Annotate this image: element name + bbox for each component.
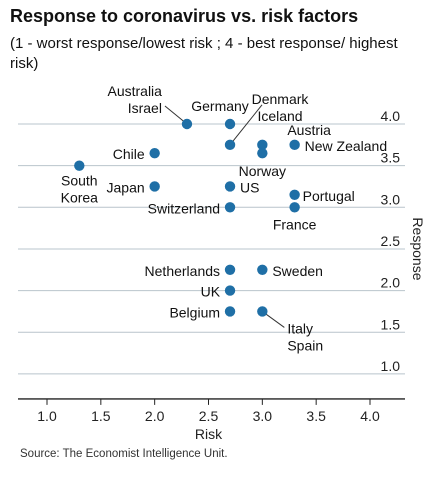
source-note: Source: The Economist Intelligence Unit. bbox=[20, 448, 228, 460]
point-label: Germany bbox=[191, 98, 249, 114]
point-label: Belgium bbox=[169, 304, 220, 320]
point-label-line: South bbox=[61, 173, 98, 189]
data-point bbox=[224, 264, 236, 275]
data-points bbox=[74, 118, 300, 317]
y-axis-title: Response bbox=[410, 217, 426, 280]
point-label: Sweden bbox=[272, 263, 323, 279]
data-point bbox=[257, 264, 268, 275]
point-label: US bbox=[240, 179, 259, 195]
point-label: Denmark Iceland bbox=[252, 91, 310, 124]
x-tick-label: 3.5 bbox=[306, 408, 326, 424]
data-point bbox=[289, 139, 300, 151]
y-tick-label: 4.0 bbox=[381, 108, 401, 124]
y-tick-label: 1.0 bbox=[381, 358, 401, 374]
chart-subtitle: (1 - worst response/lowest risk ; 4 - be… bbox=[10, 35, 398, 72]
data-point bbox=[181, 118, 193, 130]
x-tick-label: 3.0 bbox=[253, 408, 273, 424]
point-label-line: Australia bbox=[107, 83, 162, 99]
point-label: New Zealand bbox=[305, 138, 388, 154]
gridlines bbox=[18, 123, 405, 375]
point-label-line: Israel bbox=[128, 100, 162, 116]
data-point bbox=[224, 139, 236, 151]
y-tick-label: 3.5 bbox=[381, 150, 401, 166]
y-tick-label: 2.0 bbox=[381, 275, 401, 291]
axes: 1.0 1.5 2.0 2.5 3.0 3.5 4.0 1.0 1.5 2.0 2.5 3.0 3.5 4… bbox=[18, 108, 426, 442]
chart-title: Response to coronavirus vs. risk factors bbox=[10, 6, 359, 26]
leader-line bbox=[229, 104, 263, 146]
data-point bbox=[289, 189, 300, 201]
data-point bbox=[224, 202, 236, 213]
data-point bbox=[149, 147, 160, 159]
x-tick-label: 1.0 bbox=[37, 408, 57, 424]
x-tick-label: 4.0 bbox=[360, 408, 380, 424]
x-tick-label: 2.0 bbox=[145, 408, 165, 424]
y-tick-label: 1.5 bbox=[381, 316, 401, 332]
point-label: Switzerland bbox=[148, 200, 220, 216]
point-label: Austria bbox=[287, 122, 331, 138]
point-label: Chile bbox=[113, 146, 145, 162]
data-point bbox=[224, 285, 236, 296]
data-point bbox=[289, 202, 300, 213]
point-label: Australia Israel bbox=[107, 83, 162, 116]
point-label-line: Iceland bbox=[257, 108, 302, 124]
y-tick-label: 2.5 bbox=[381, 233, 401, 249]
data-point bbox=[74, 160, 85, 171]
point-label: Norway bbox=[239, 163, 286, 179]
point-label: France bbox=[273, 216, 317, 232]
data-point bbox=[257, 147, 268, 159]
data-point bbox=[224, 181, 236, 192]
x-tick-label: 1.5 bbox=[91, 408, 111, 424]
point-label-line: Korea bbox=[61, 190, 99, 206]
point-label: Italy Spain bbox=[287, 320, 323, 353]
y-tick-label: 3.0 bbox=[381, 191, 401, 207]
point-label: South Korea bbox=[61, 173, 99, 206]
point-labels: South Korea Chile Japan Australia Israel Germa… bbox=[61, 83, 388, 353]
point-label: UK bbox=[201, 284, 221, 300]
point-label: Portugal bbox=[303, 188, 355, 204]
data-point bbox=[149, 181, 160, 192]
data-point bbox=[257, 139, 268, 151]
x-axis-title: Risk bbox=[195, 426, 223, 442]
point-label-line: Denmark bbox=[252, 91, 310, 107]
point-label: Japan bbox=[107, 179, 145, 195]
x-tick-label: 2.5 bbox=[199, 408, 219, 424]
data-point bbox=[224, 118, 236, 130]
data-point bbox=[257, 306, 268, 317]
point-label-line: Spain bbox=[287, 337, 323, 353]
point-label-line: Italy bbox=[287, 320, 313, 336]
data-point bbox=[224, 306, 236, 317]
point-label: Netherlands bbox=[145, 263, 221, 279]
